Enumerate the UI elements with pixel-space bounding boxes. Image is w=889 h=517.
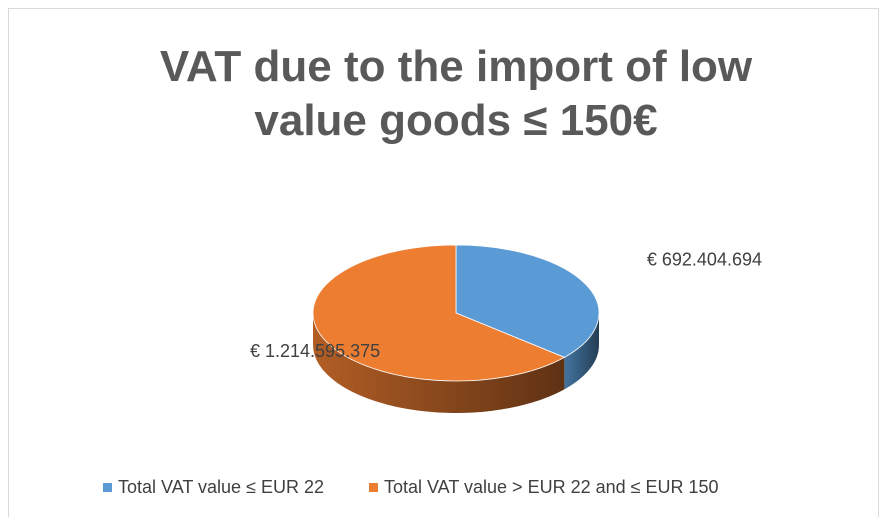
slice-side xyxy=(564,313,599,390)
slice xyxy=(455,244,600,358)
chart-title: VAT due to the import of low value goods… xyxy=(159,42,753,145)
slice xyxy=(312,244,566,382)
chart-frame xyxy=(8,8,879,517)
legend-swatch xyxy=(368,483,378,492)
data-label: € 1.214.595.375 xyxy=(250,341,380,361)
legend-label: Total VAT value > EUR 22 and ≤ EUR 150 xyxy=(384,477,719,497)
slice-side xyxy=(313,313,565,413)
legend-label: Total VAT value ≤ EUR 22 xyxy=(118,477,324,497)
legend-swatch xyxy=(103,483,112,492)
data-label: € 692.404.694 xyxy=(647,250,762,270)
